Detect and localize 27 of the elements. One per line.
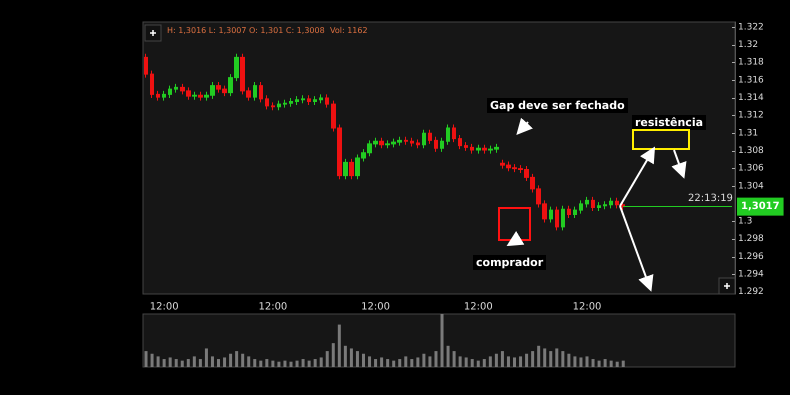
- y-tick-label: 1.314: [738, 92, 764, 103]
- y-tick-label: 1.316: [738, 75, 764, 86]
- y-tick-label: 1.322: [738, 22, 764, 32]
- y-tick-label: 1.318: [738, 58, 764, 68]
- y-tick-label: 1.292: [738, 287, 764, 298]
- annotation: comprador: [473, 255, 546, 270]
- annotation: Gap deve ser fechado: [487, 98, 628, 113]
- annotation: H: 1,3016 L: 1,3007 O: 1,301 C: 1,3008: [167, 26, 325, 35]
- x-tick-label: 12:00: [464, 302, 493, 312]
- x-tick-label: 12:00: [361, 302, 390, 312]
- y-tick-label: 1.296: [738, 252, 764, 262]
- y-tick-label: 1.298: [738, 234, 764, 244]
- y-tick-label: 1.294: [738, 270, 764, 280]
- y-tick-label: 1.3: [738, 216, 752, 227]
- x-tick-label: 12:00: [258, 302, 288, 312]
- ref-line-label: 1,3017: [740, 201, 780, 212]
- x-tick-label: 12:00: [150, 302, 179, 312]
- y-tick-label: 1.304: [738, 181, 764, 192]
- annotation: Vol: 1162: [330, 26, 368, 35]
- y-tick-label: 1.32: [738, 40, 758, 50]
- y-tick-label: 1.312: [738, 110, 764, 121]
- annotation: resistência: [632, 115, 706, 130]
- annotation: 22:13:19: [688, 193, 733, 204]
- y-tick-label: 1.308: [738, 146, 764, 156]
- y-tick-label: 1.31: [738, 128, 758, 138]
- y-tick-label: 1.306: [738, 164, 764, 174]
- x-tick-label: 12:00: [572, 302, 602, 312]
